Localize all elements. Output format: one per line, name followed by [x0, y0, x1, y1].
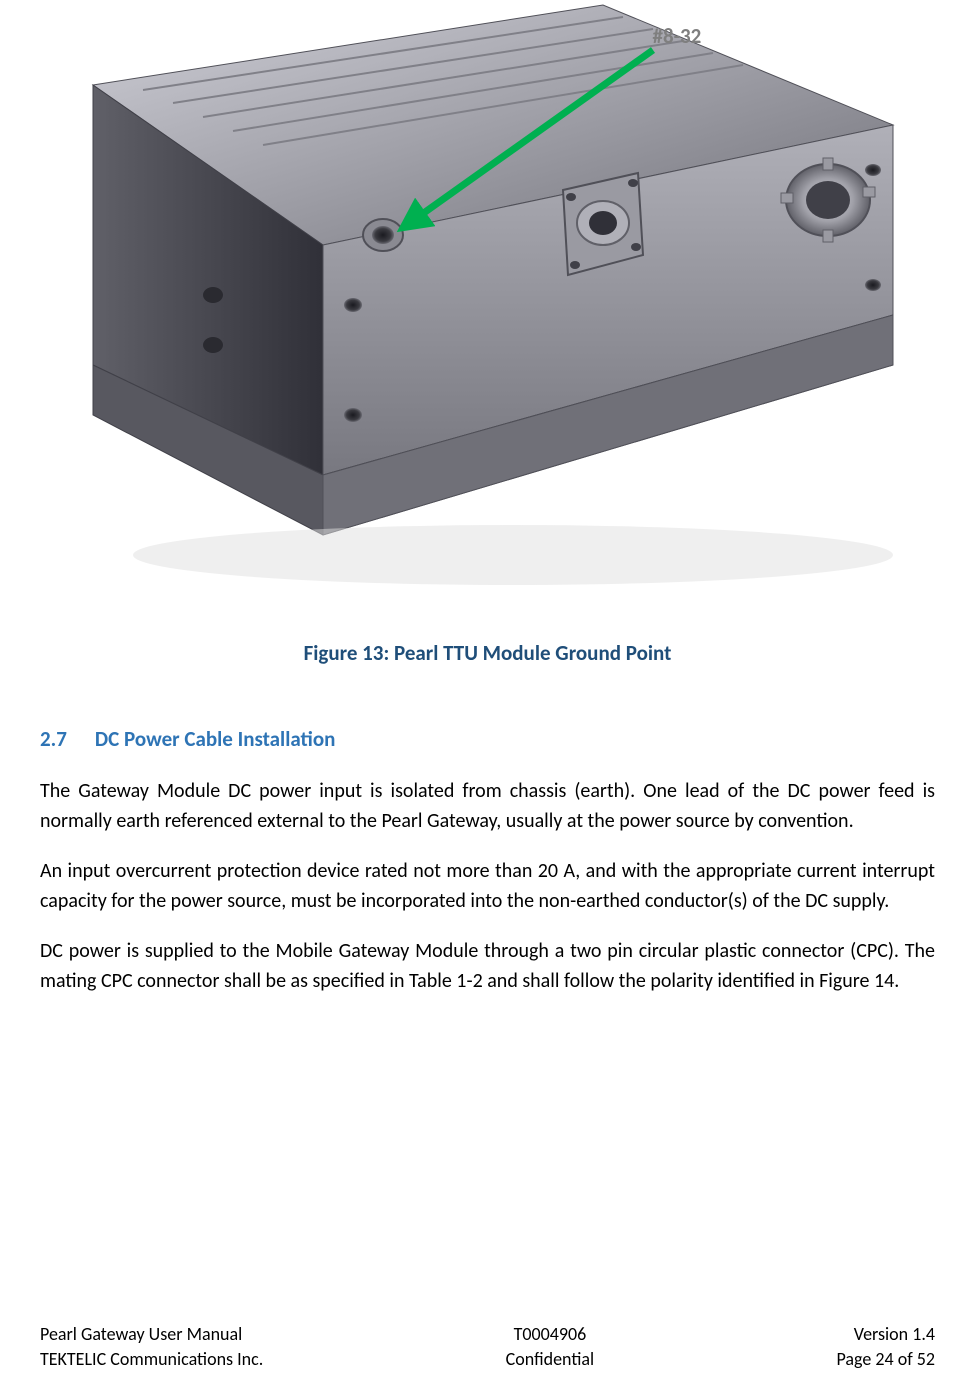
footer-confidentiality: Confidential: [506, 1347, 594, 1372]
section-number: 2.7: [40, 726, 67, 752]
paragraph-3: DC power is supplied to the Mobile Gatew…: [40, 936, 935, 996]
figure-caption: Figure 13: Pearl TTU Module Ground Point: [40, 640, 935, 666]
section-heading: 2.7 DC Power Cable Installation: [40, 726, 935, 752]
footer-company: TEKTELIC Communications Inc.: [40, 1347, 263, 1372]
section-title: DC Power Cable Installation: [95, 726, 335, 752]
page-footer: Pearl Gateway User Manual TEKTELIC Commu…: [40, 1322, 935, 1372]
footer-right: Version 1.4 Page 24 of 52: [837, 1322, 936, 1372]
footer-left: Pearl Gateway User Manual TEKTELIC Commu…: [40, 1322, 263, 1372]
footer-version: Version 1.4: [837, 1322, 936, 1347]
footer-doc-title: Pearl Gateway User Manual: [40, 1322, 263, 1347]
paragraph-1: The Gateway Module DC power input is iso…: [40, 776, 935, 836]
footer-page-number: Page 24 of 52: [837, 1347, 936, 1372]
device-illustration: [63, 0, 923, 595]
footer-doc-number: T0004906: [506, 1322, 594, 1347]
figure-area: #8-32: [53, 5, 923, 605]
footer-center: T0004906 Confidential: [506, 1322, 594, 1372]
paragraph-2: An input overcurrent protection device r…: [40, 856, 935, 916]
annotation-label: #8-32: [653, 23, 702, 49]
